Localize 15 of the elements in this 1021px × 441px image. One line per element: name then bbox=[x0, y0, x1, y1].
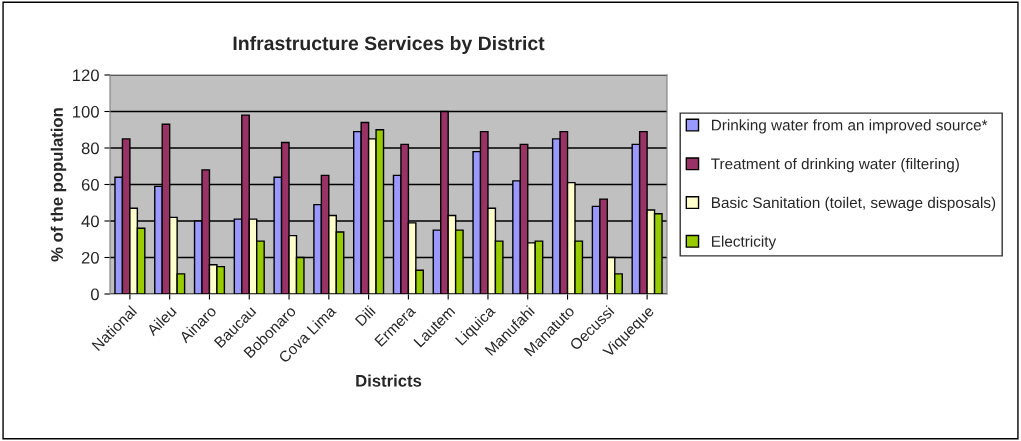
x-tick-label: Dili bbox=[354, 305, 376, 327]
y-tick-label: 60 bbox=[81, 178, 99, 191]
chart-title: Infrastructure Services by District bbox=[233, 35, 545, 55]
y-tick-label: 80 bbox=[81, 142, 99, 155]
y-tick-label: 20 bbox=[81, 251, 99, 264]
legend-label: Basic Sanitation (toilet, sewage disposals) bbox=[712, 196, 996, 212]
y-axis-title: % of the population bbox=[50, 108, 67, 262]
y-tick-label: 40 bbox=[81, 215, 99, 228]
y-tick-label: 0 bbox=[90, 288, 99, 301]
legend-label: Electricity bbox=[712, 235, 777, 250]
legend-label: Drinking water from an improved source* bbox=[712, 119, 988, 134]
y-tick-label: 100 bbox=[73, 105, 99, 118]
legend-label: Treatment of drinking water (filtering) bbox=[711, 158, 959, 173]
x-axis-title: Districts bbox=[356, 374, 422, 387]
y-tick-label: 120 bbox=[73, 69, 99, 82]
